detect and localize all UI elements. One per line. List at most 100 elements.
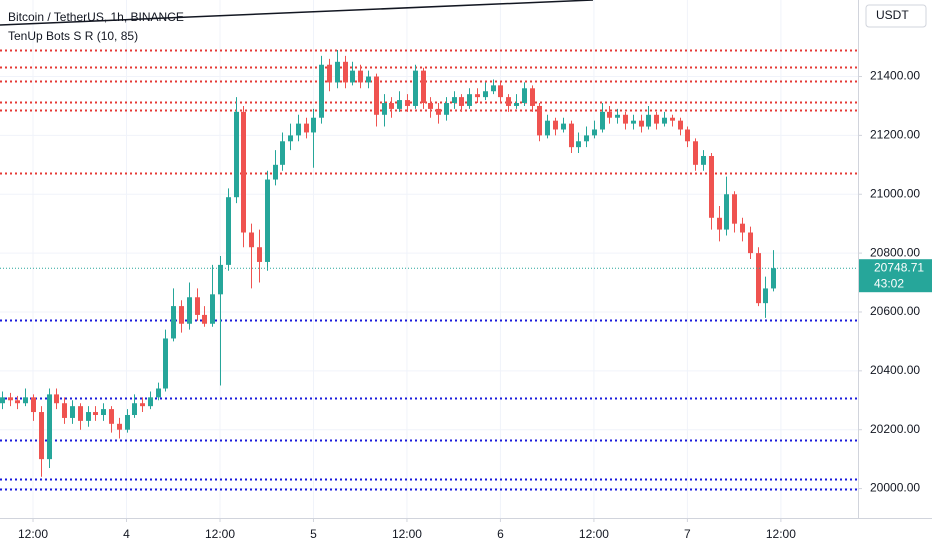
x-tick-label: 12:00	[205, 527, 235, 541]
candle-body	[592, 129, 597, 136]
last-price-box	[859, 259, 932, 293]
candle-body	[444, 103, 449, 115]
candle-body	[156, 388, 161, 398]
candle-body	[296, 123, 301, 136]
candle-body	[280, 141, 285, 165]
candle-body	[70, 406, 75, 418]
candle-body	[311, 117, 316, 133]
currency-label[interactable]: USDT	[876, 8, 909, 22]
currency-box[interactable]	[865, 4, 927, 28]
candle-body	[436, 108, 441, 115]
candle-body	[483, 91, 488, 98]
candle-body	[475, 94, 480, 98]
y-tick-label: 20000.00	[870, 481, 920, 495]
candle-body	[319, 64, 324, 118]
candle-body	[724, 194, 729, 230]
candle-body	[600, 111, 605, 130]
candle-body	[101, 409, 106, 415]
x-tick-label: 12:00	[18, 527, 48, 541]
candle-body	[195, 297, 200, 315]
x-tick-label: 12:00	[392, 527, 422, 541]
candle-body	[249, 232, 254, 248]
candle-body	[506, 97, 511, 106]
y-tick-label: 21000.00	[870, 186, 920, 200]
candle-body	[179, 306, 184, 324]
candle-body	[374, 76, 379, 115]
candle-body	[288, 135, 293, 142]
candle-body	[623, 114, 628, 124]
candle-body	[763, 288, 768, 304]
candle-body	[304, 123, 309, 133]
candle-body	[717, 217, 722, 230]
candle-body	[678, 120, 683, 130]
candle-body	[23, 397, 28, 404]
last-price-label: 20748.71	[874, 260, 924, 274]
candle-body	[234, 111, 239, 198]
trend-line	[0, 0, 594, 26]
candle-body	[187, 297, 192, 324]
candle-body	[584, 135, 589, 142]
candle-body	[163, 338, 168, 389]
candle-body	[257, 247, 262, 262]
candle-body	[132, 403, 137, 415]
candle-body	[701, 155, 706, 165]
candle-body	[78, 406, 83, 421]
candle-body	[467, 94, 472, 106]
y-tick-label: 20600.00	[870, 304, 920, 318]
candle-body	[545, 120, 550, 136]
candle-body	[522, 88, 527, 104]
candle-body	[654, 114, 659, 124]
candle-body	[569, 123, 574, 148]
candle-body	[273, 164, 278, 180]
candle-body	[226, 197, 231, 265]
candle-body	[210, 294, 215, 324]
candle-body	[685, 129, 690, 142]
candle-body	[421, 70, 426, 104]
plot-area	[0, 0, 858, 518]
candle-body	[615, 114, 620, 118]
y-tick-label: 20400.00	[870, 363, 920, 377]
candle-body	[491, 85, 496, 92]
x-tick-label: 12:00	[766, 527, 796, 541]
countdown-label: 43:02	[874, 276, 904, 290]
candle-body	[732, 194, 737, 224]
candle-body	[428, 103, 433, 109]
y-tick-label: 21200.00	[870, 128, 920, 142]
chart-title: Bitcoin / TetherUS, 1h, BINANCE	[8, 10, 184, 24]
candle-body	[748, 232, 753, 254]
candle-body	[405, 100, 410, 106]
candle-body	[607, 111, 612, 118]
indicator-label: TenUp Bots S R (10, 85)	[8, 29, 138, 43]
x-tick-label: 5	[310, 527, 317, 541]
candle-body	[218, 264, 223, 295]
candle-body	[8, 397, 13, 401]
candle-body	[413, 70, 418, 106]
candle-body	[771, 268, 776, 289]
candle-body	[459, 97, 464, 106]
candle-body	[452, 97, 457, 104]
candle-body	[498, 85, 503, 98]
candle-body	[241, 111, 246, 233]
candle-body	[740, 223, 745, 233]
candle-body	[537, 105, 542, 136]
candle-body	[109, 409, 114, 424]
candle-body	[670, 117, 675, 121]
candle-body	[693, 141, 698, 165]
x-tick-label: 12:00	[579, 527, 609, 541]
candle-body	[86, 412, 91, 421]
candle-body	[62, 403, 67, 418]
candle-body	[117, 423, 122, 430]
candle-body	[47, 394, 52, 460]
candle-body	[202, 314, 207, 324]
candle-body	[93, 412, 98, 415]
x-tick-label: 6	[497, 527, 504, 541]
x-tick-label: 4	[123, 527, 130, 541]
candle-body	[662, 117, 667, 124]
candle-body	[171, 306, 176, 339]
candle-body	[350, 70, 355, 83]
candle-body	[709, 155, 714, 218]
candle-body	[0, 397, 5, 404]
candle-body	[397, 100, 402, 109]
candle-body	[39, 412, 44, 460]
